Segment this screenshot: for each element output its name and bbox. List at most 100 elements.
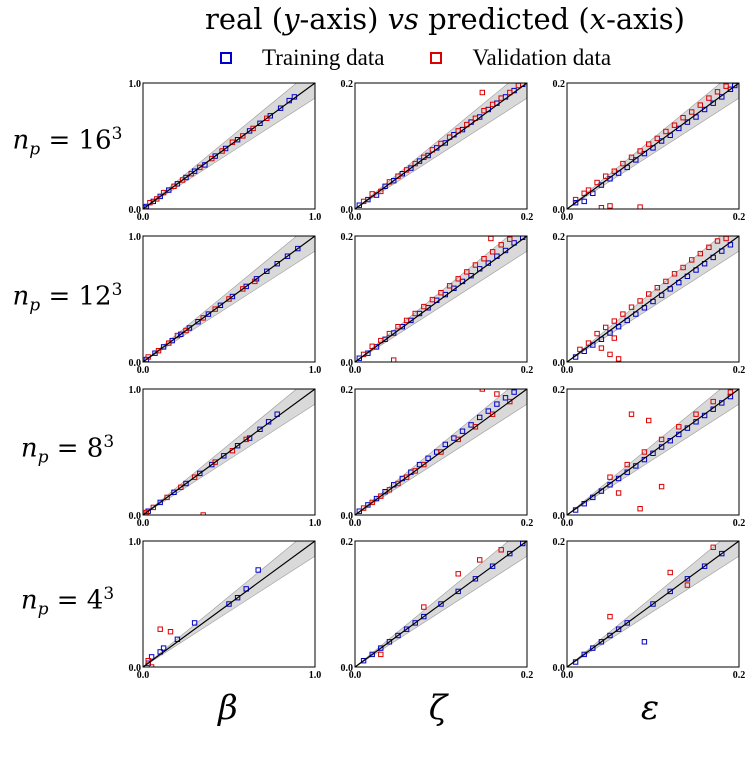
x-tick-label: 0.0: [137, 365, 150, 376]
validation-point: [264, 115, 270, 121]
training-point: [295, 245, 301, 252]
x-tick-label: 0.0: [349, 518, 362, 529]
training-point: [160, 645, 167, 651]
validation-point: [143, 205, 148, 209]
validation-point: [693, 411, 699, 417]
training-point: [425, 455, 431, 462]
validation-point: [489, 411, 496, 417]
x-tick-label: 0.0: [349, 365, 362, 376]
validation-point: [191, 474, 198, 480]
validation-point: [212, 459, 218, 465]
validation-point: [607, 474, 613, 480]
validation-point: [378, 493, 384, 499]
validation-point: [489, 249, 496, 255]
validation-point: [429, 296, 436, 303]
validation-point: [572, 196, 579, 203]
training-point: [386, 639, 393, 645]
legend-item-training: Training data: [220, 45, 384, 71]
training-marker-icon: [220, 52, 232, 64]
y-tick-label: 0.0: [553, 663, 566, 674]
training-point: [581, 198, 587, 205]
validation-point: [167, 629, 174, 635]
identity-line: [567, 83, 739, 209]
validation-point: [607, 351, 613, 358]
x-tick-label: 0.2: [733, 670, 746, 681]
validation-point: [581, 190, 587, 197]
training-point: [701, 563, 708, 569]
x-tick-label: 0.0: [137, 670, 150, 681]
y-tick-label: 0.2: [553, 537, 566, 548]
training-point: [234, 595, 241, 601]
validation-point: [421, 604, 427, 610]
validation-point: [615, 490, 622, 496]
y-tick-label: 1.0: [129, 385, 142, 396]
training-point: [205, 311, 212, 317]
training-point: [455, 588, 461, 595]
validation-point: [680, 115, 686, 121]
training-point: [217, 302, 224, 309]
plot-frame: [566, 235, 740, 363]
validation-point: [697, 250, 703, 257]
validation-point: [179, 177, 186, 183]
training-point: [277, 105, 284, 111]
validation-point: [197, 164, 203, 171]
plot-frame: [354, 388, 528, 516]
training-point: [378, 645, 384, 651]
validation-point: [498, 547, 504, 553]
validation-point: [240, 286, 246, 292]
validation-point: [646, 417, 652, 424]
training-point: [438, 601, 444, 607]
identity-line: [567, 389, 739, 515]
validation-point: [403, 474, 410, 480]
training-point: [157, 499, 163, 506]
legend-label-training: Training data: [262, 45, 385, 70]
training-point: [257, 120, 263, 126]
training-point: [197, 470, 203, 477]
y-tick-label: 0.0: [129, 358, 142, 369]
panel-r4-c1: 0.0 1.0 0.0 1.0: [129, 537, 322, 681]
plot-frame: [354, 540, 528, 668]
row-label-2: np = 123: [12, 280, 123, 316]
y-tick-label: 0.0: [341, 358, 354, 369]
identity-line: [567, 236, 739, 362]
y-tick-label: 0.2: [553, 79, 566, 90]
panel-r2-c1: 0.0 1.0 0.0 1.0: [129, 232, 322, 376]
validation-point: [620, 160, 626, 167]
validation-point: [455, 276, 461, 282]
validation-point: [727, 389, 734, 395]
y-tick-label: 0.0: [129, 663, 142, 674]
validation-point: [663, 128, 669, 135]
training-point: [489, 563, 496, 569]
validation-point: [628, 304, 635, 310]
validation-point: [479, 389, 486, 392]
validation-point: [637, 148, 643, 154]
validation-point: [507, 89, 513, 96]
training-point: [650, 601, 656, 607]
validation-point: [710, 544, 716, 550]
validation-point: [360, 505, 367, 511]
y-tick-label: 0.0: [553, 358, 566, 369]
training-point: [511, 389, 517, 395]
panel-r4-c2: 0.0 0.2 0.0 0.2: [341, 537, 534, 681]
validation-point: [667, 569, 673, 576]
validation-point: [598, 345, 605, 351]
validation-point: [624, 461, 630, 468]
y-tick-label: 0.2: [341, 537, 354, 548]
validation-point: [250, 125, 256, 132]
training-point: [442, 441, 449, 448]
validation-point: [164, 494, 170, 501]
panel-r3-c2: 0.0 0.2 0.0 0.2: [341, 385, 534, 529]
training-point: [507, 550, 513, 557]
plot-frame: [566, 82, 740, 210]
validation-point: [188, 171, 194, 177]
validation-point: [671, 271, 678, 277]
training-point: [494, 401, 500, 407]
validation-point: [494, 391, 500, 397]
training-point: [472, 576, 479, 582]
validation-point: [395, 324, 401, 330]
identity-line: [143, 236, 315, 362]
y-tick-label: 0.0: [341, 511, 354, 522]
plot-frame: [566, 540, 740, 668]
training-point: [382, 183, 388, 190]
